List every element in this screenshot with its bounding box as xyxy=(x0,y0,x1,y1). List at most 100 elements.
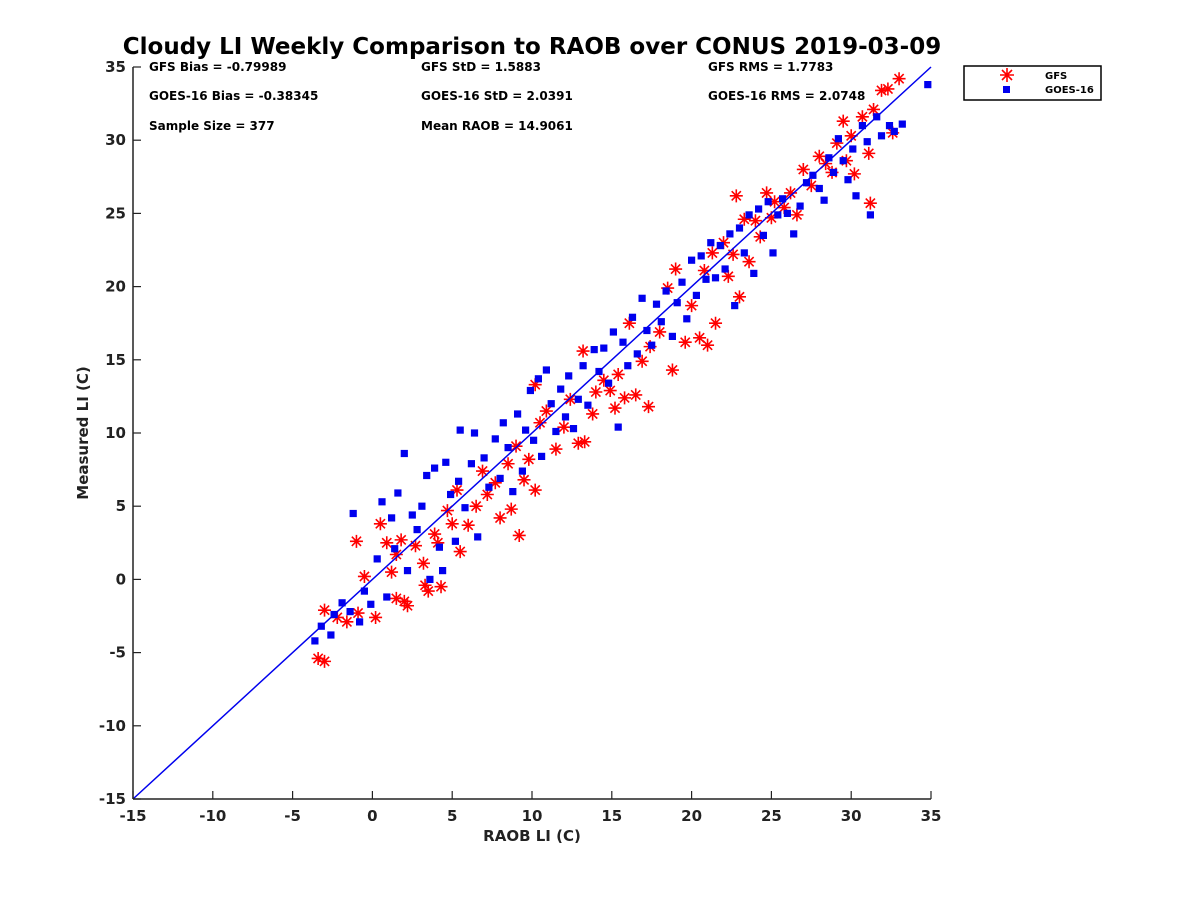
goes-point xyxy=(769,249,777,257)
stat-mean-raob: Mean RAOB = 14.9061 xyxy=(421,119,573,133)
gfs-point xyxy=(351,606,365,620)
gfs-point xyxy=(509,439,523,453)
gfs-point xyxy=(862,146,876,160)
x-tick-label: 0 xyxy=(367,807,377,825)
gfs-point xyxy=(709,316,723,330)
gfs-point xyxy=(512,528,526,542)
chart-title: Cloudy LI Weekly Comparison to RAOB over… xyxy=(123,34,941,60)
y-tick-label: 0 xyxy=(116,570,126,588)
gfs-point xyxy=(434,580,448,594)
y-axis-title: Measured LI (C) xyxy=(74,366,92,499)
goes-point xyxy=(456,426,464,434)
gfs-point xyxy=(357,569,371,583)
gfs-point xyxy=(844,129,858,143)
gfs-point xyxy=(665,363,679,377)
gfs-point xyxy=(790,208,804,222)
gfs-point xyxy=(629,388,643,402)
x-tick-label: 20 xyxy=(681,807,702,825)
gfs-point xyxy=(875,83,889,97)
gfs-point xyxy=(784,186,798,200)
goes-point xyxy=(614,423,622,431)
goes-point xyxy=(378,498,386,506)
x-tick-label: 10 xyxy=(522,807,543,825)
goes-point xyxy=(547,400,555,408)
goes-point xyxy=(499,419,507,427)
x-tick-label: 30 xyxy=(841,807,862,825)
goes-point xyxy=(668,332,676,340)
gfs-point xyxy=(389,591,403,605)
goes-point xyxy=(852,192,860,200)
goes-point xyxy=(624,362,632,370)
goes-point xyxy=(605,379,613,387)
gfs-point xyxy=(501,457,515,471)
goes-point xyxy=(403,567,412,575)
goes-point xyxy=(898,120,906,128)
goes-point xyxy=(643,326,651,335)
legend-gfs-label: GFS xyxy=(1045,71,1067,82)
goes-point xyxy=(447,490,455,499)
gfs-point xyxy=(528,378,542,392)
legend-goes-square-icon xyxy=(1003,86,1010,93)
legend-goes-label: GOES-16 xyxy=(1045,85,1094,96)
goes-point xyxy=(759,231,767,239)
goes-point xyxy=(356,618,364,626)
gfs-point xyxy=(453,545,467,559)
gfs-point xyxy=(881,82,895,96)
goes-point xyxy=(327,631,335,639)
goes-point xyxy=(652,300,661,308)
goes-point xyxy=(648,341,656,349)
goes-point xyxy=(820,196,828,204)
gfs-point xyxy=(578,435,592,449)
goes-point xyxy=(707,239,715,247)
x-tick-label: 15 xyxy=(601,807,622,825)
gfs-point xyxy=(721,269,735,283)
gfs-point xyxy=(461,518,475,532)
y-tick-label: 25 xyxy=(105,204,126,222)
goes-point xyxy=(569,425,578,433)
goes-point xyxy=(480,454,488,462)
gfs-point xyxy=(517,473,531,487)
gfs-point xyxy=(804,179,818,193)
gfs-point xyxy=(693,331,707,345)
gfs-point xyxy=(597,373,611,387)
gfs-point xyxy=(311,651,325,665)
gfs-point xyxy=(431,536,445,550)
gfs-point xyxy=(380,536,394,550)
stat-gfs-bias: GFS Bias = -0.79989 xyxy=(149,60,286,74)
goes-point xyxy=(311,637,319,645)
goes-point xyxy=(590,346,598,354)
goes-point xyxy=(802,179,811,187)
goes-point xyxy=(383,593,391,601)
goes-point xyxy=(418,502,426,510)
goes-point xyxy=(731,302,739,310)
stat-sample-size: Sample Size = 377 xyxy=(149,119,275,133)
goes-point xyxy=(600,344,608,352)
x-tick-label: -15 xyxy=(119,807,146,825)
goes-point xyxy=(408,511,416,519)
goes-point xyxy=(692,291,700,299)
gfs-point xyxy=(608,401,622,415)
gfs-point xyxy=(385,565,399,579)
goes-point xyxy=(849,145,857,153)
gfs-point xyxy=(742,255,756,269)
goes-point xyxy=(461,504,469,512)
gfs-point xyxy=(318,654,332,668)
goes-point xyxy=(619,338,627,346)
gfs-point xyxy=(340,615,354,629)
y-tick-label: -10 xyxy=(99,717,126,735)
goes-point xyxy=(431,464,439,472)
goes-point xyxy=(790,230,798,238)
goes-point xyxy=(491,435,499,443)
goes-point xyxy=(504,444,512,452)
gfs-point xyxy=(533,416,547,430)
gfs-point xyxy=(488,476,502,490)
gfs-point xyxy=(611,367,625,381)
goes-point xyxy=(834,135,842,143)
goes-point xyxy=(844,176,852,184)
goes-point xyxy=(783,209,791,217)
gfs-point xyxy=(635,354,649,368)
gfs-point xyxy=(855,110,869,124)
stat-goes-rms: GOES-16 RMS = 2.0748 xyxy=(708,89,865,103)
goes-point xyxy=(526,386,534,395)
